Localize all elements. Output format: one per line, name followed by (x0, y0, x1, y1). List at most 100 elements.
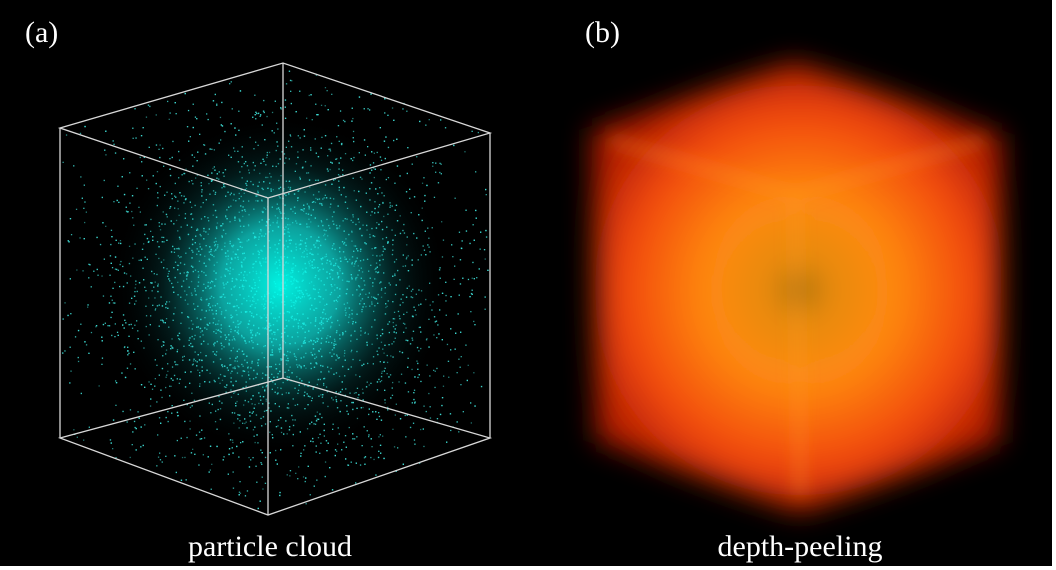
particle (470, 311, 471, 312)
particle (433, 370, 434, 371)
particle (185, 93, 186, 94)
particle (129, 203, 130, 204)
particle (122, 411, 123, 412)
particle (255, 112, 256, 113)
particle (200, 438, 201, 439)
particle (115, 405, 116, 406)
particle (84, 201, 85, 202)
particle (70, 218, 71, 219)
particle (113, 144, 114, 145)
particle (201, 438, 202, 439)
particle (245, 495, 246, 496)
particle (373, 459, 374, 460)
particle (414, 390, 415, 391)
particle (335, 449, 336, 450)
particle (455, 198, 456, 199)
particle (474, 405, 475, 406)
particle (156, 465, 157, 466)
particle (435, 163, 436, 164)
particle (263, 100, 264, 101)
particle (102, 358, 103, 359)
particle (450, 328, 451, 329)
particle (454, 279, 455, 280)
particle (124, 194, 125, 195)
particle (86, 212, 87, 213)
particle (420, 429, 421, 430)
particle (370, 457, 371, 458)
particle (473, 224, 474, 225)
particle (410, 427, 411, 428)
particle (340, 110, 341, 111)
particle (111, 236, 112, 237)
particle (132, 444, 133, 445)
particle (412, 164, 413, 165)
particle (380, 434, 381, 435)
particle (473, 372, 474, 373)
particle (486, 236, 487, 237)
particle (192, 449, 193, 450)
particle (194, 454, 195, 455)
particle (486, 194, 487, 195)
particle (231, 81, 232, 82)
particle (84, 238, 85, 239)
particle (368, 436, 369, 437)
particle (468, 279, 469, 280)
particle (113, 140, 114, 141)
particle (208, 456, 209, 457)
particle (81, 393, 82, 394)
particle (328, 109, 329, 110)
particle (96, 325, 97, 326)
particle (463, 411, 464, 412)
particle (442, 397, 443, 398)
particle (382, 436, 383, 437)
particle (297, 478, 298, 479)
particle (403, 464, 404, 465)
particle (78, 361, 79, 362)
particle (112, 448, 113, 449)
particle (130, 409, 131, 410)
particle (458, 359, 459, 360)
particle (104, 259, 105, 260)
particle (392, 429, 393, 430)
particle (347, 464, 348, 465)
particle (109, 302, 110, 303)
particle (380, 127, 381, 128)
particle (419, 121, 420, 122)
particle (445, 127, 446, 128)
particle (213, 100, 214, 101)
particle (450, 430, 451, 431)
particle (369, 109, 370, 110)
particle (168, 421, 169, 422)
particle (203, 454, 204, 455)
particle (310, 94, 311, 95)
particle (439, 172, 440, 173)
particle (329, 467, 330, 468)
particle (158, 457, 159, 458)
particle (426, 185, 427, 186)
particle (176, 113, 177, 114)
particle (262, 477, 263, 478)
particle (232, 108, 233, 109)
particle (229, 448, 230, 449)
particle (407, 147, 408, 148)
particle (375, 474, 376, 475)
particle (306, 503, 307, 504)
particle (193, 104, 194, 105)
particle (315, 104, 316, 105)
particle (140, 157, 141, 158)
particle (93, 271, 94, 272)
particle (232, 452, 233, 453)
particle (135, 137, 136, 138)
particle (78, 357, 79, 358)
particle (84, 341, 85, 342)
particle (82, 198, 83, 199)
particle (233, 488, 234, 489)
particle (325, 105, 326, 106)
particle (110, 439, 111, 440)
particle (116, 382, 117, 383)
particle (485, 258, 486, 259)
particle (96, 237, 97, 238)
particle (429, 119, 430, 120)
particle (139, 418, 140, 419)
particle (210, 469, 211, 470)
